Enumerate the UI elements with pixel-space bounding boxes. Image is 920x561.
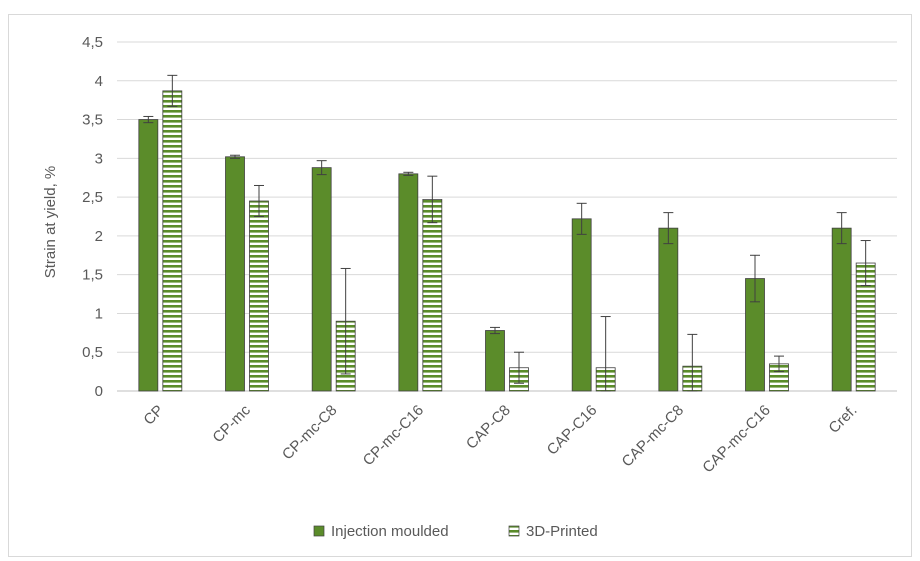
error-bar-3d-printed-cap-mc-c8 xyxy=(687,333,698,392)
bar-injection-moulded-cap-c16 xyxy=(571,218,592,392)
bar-chart: 0 0,5 1 1,5 2 2,5 3 3,5 4 4,5 CP CP-mc CP-mc-C8 CP-m… xyxy=(42,34,897,540)
bar-3d-printed-cp xyxy=(162,90,183,392)
bar-injection-moulded-cp xyxy=(138,119,159,392)
bar-3d-printed-cp-mc xyxy=(249,200,269,392)
x-tick-label-cp-mc-c8: CP-mc-C8 xyxy=(279,402,341,464)
y-tick-label: 3 xyxy=(95,150,103,167)
error-bar-injection-moulded-cap-c16 xyxy=(576,202,587,235)
error-bar-injection-moulded-cap-mc-c16 xyxy=(750,254,760,303)
y-axis-title: Strain at yield, % xyxy=(42,166,59,279)
y-tick-label: 3,5 xyxy=(82,112,103,129)
bars xyxy=(138,90,876,392)
x-tick-label-cap-c8: CAP-C8 xyxy=(463,402,514,453)
error-bar-injection-moulded-cp-mc-c16 xyxy=(403,171,414,176)
bar-injection-moulded-cref xyxy=(831,227,852,392)
bar-injection-moulded-cap-mc-c8 xyxy=(658,227,679,392)
y-axis-tick-labels: 0 0,5 1 1,5 2 2,5 3 3,5 4 4,5 xyxy=(82,34,103,400)
error-bar-injection-moulded-cp-mc xyxy=(230,154,240,159)
legend-swatch-injection-moulded xyxy=(313,525,325,537)
y-tick-label: 2 xyxy=(95,228,103,245)
chart-frame: 0 0,5 1 1,5 2 2,5 3 3,5 4 4,5 CP CP-mc CP-mc-C8 CP-m… xyxy=(8,14,912,557)
x-tick-label-cp-mc-c16: CP-mc-C16 xyxy=(360,402,427,469)
error-bar-3d-printed-cap-mc-c16 xyxy=(774,355,784,373)
legend-label-injection-moulded: Injection moulded xyxy=(331,523,449,540)
legend: Injection moulded 3D-Printed xyxy=(313,523,598,540)
error-bar-3d-printed-cp-mc-c8 xyxy=(340,267,351,375)
bar-injection-moulded-cp-mc xyxy=(225,156,245,392)
error-bar-injection-moulded-cp xyxy=(143,115,154,124)
error-bar-3d-printed-cp-mc-c16 xyxy=(427,175,438,224)
x-tick-label-cp: CP xyxy=(140,402,167,429)
bar-injection-moulded-cap-c8 xyxy=(485,330,505,392)
bar-injection-moulded-cp-mc-c8 xyxy=(311,167,332,392)
y-tick-label: 2,5 xyxy=(82,189,103,206)
x-tick-label-cap-mc-c8: CAP-mc-C8 xyxy=(619,402,688,471)
y-tick-label: 0,5 xyxy=(82,344,103,361)
error-bar-3d-printed-cap-c16 xyxy=(600,316,611,392)
y-tick-label: 1 xyxy=(95,305,103,322)
error-bar-3d-printed-cref xyxy=(860,240,871,287)
error-bar-injection-moulded-cp-mc-c8 xyxy=(316,160,327,176)
error-bar-3d-printed-cp xyxy=(167,74,178,107)
legend-label-3d-printed: 3D-Printed xyxy=(526,523,598,540)
x-tick-label-cp-mc: CP-mc xyxy=(209,401,254,446)
legend-swatch-3d-printed xyxy=(508,525,520,537)
error-bar-injection-moulded-cap-mc-c8 xyxy=(663,212,674,245)
error-bar-injection-moulded-cref xyxy=(836,212,847,245)
y-tick-label: 4,5 xyxy=(82,34,103,51)
y-tick-label: 1,5 xyxy=(82,267,103,284)
x-tick-label-cref: Cref. xyxy=(825,402,860,437)
x-axis-tick-labels: CP CP-mc CP-mc-C8 CP-mc-C16 CAP-C8 CAP-C16 CAP… xyxy=(140,401,860,476)
x-tick-label-cap-mc-c16: CAP-mc-C16 xyxy=(699,402,774,477)
y-tick-label: 0 xyxy=(95,383,103,400)
y-tick-label: 4 xyxy=(95,73,103,90)
bar-3d-printed-cp-mc-c16 xyxy=(422,199,443,392)
bar-injection-moulded-cp-mc-c16 xyxy=(398,173,419,392)
error-bars xyxy=(143,74,871,392)
error-bar-injection-moulded-cap-c8 xyxy=(490,326,500,335)
gridlines xyxy=(117,41,897,392)
error-bar-3d-printed-cap-c8 xyxy=(514,351,524,384)
x-tick-label-cap-c16: CAP-C16 xyxy=(544,402,601,459)
error-bar-3d-printed-cp-mc xyxy=(254,184,264,217)
